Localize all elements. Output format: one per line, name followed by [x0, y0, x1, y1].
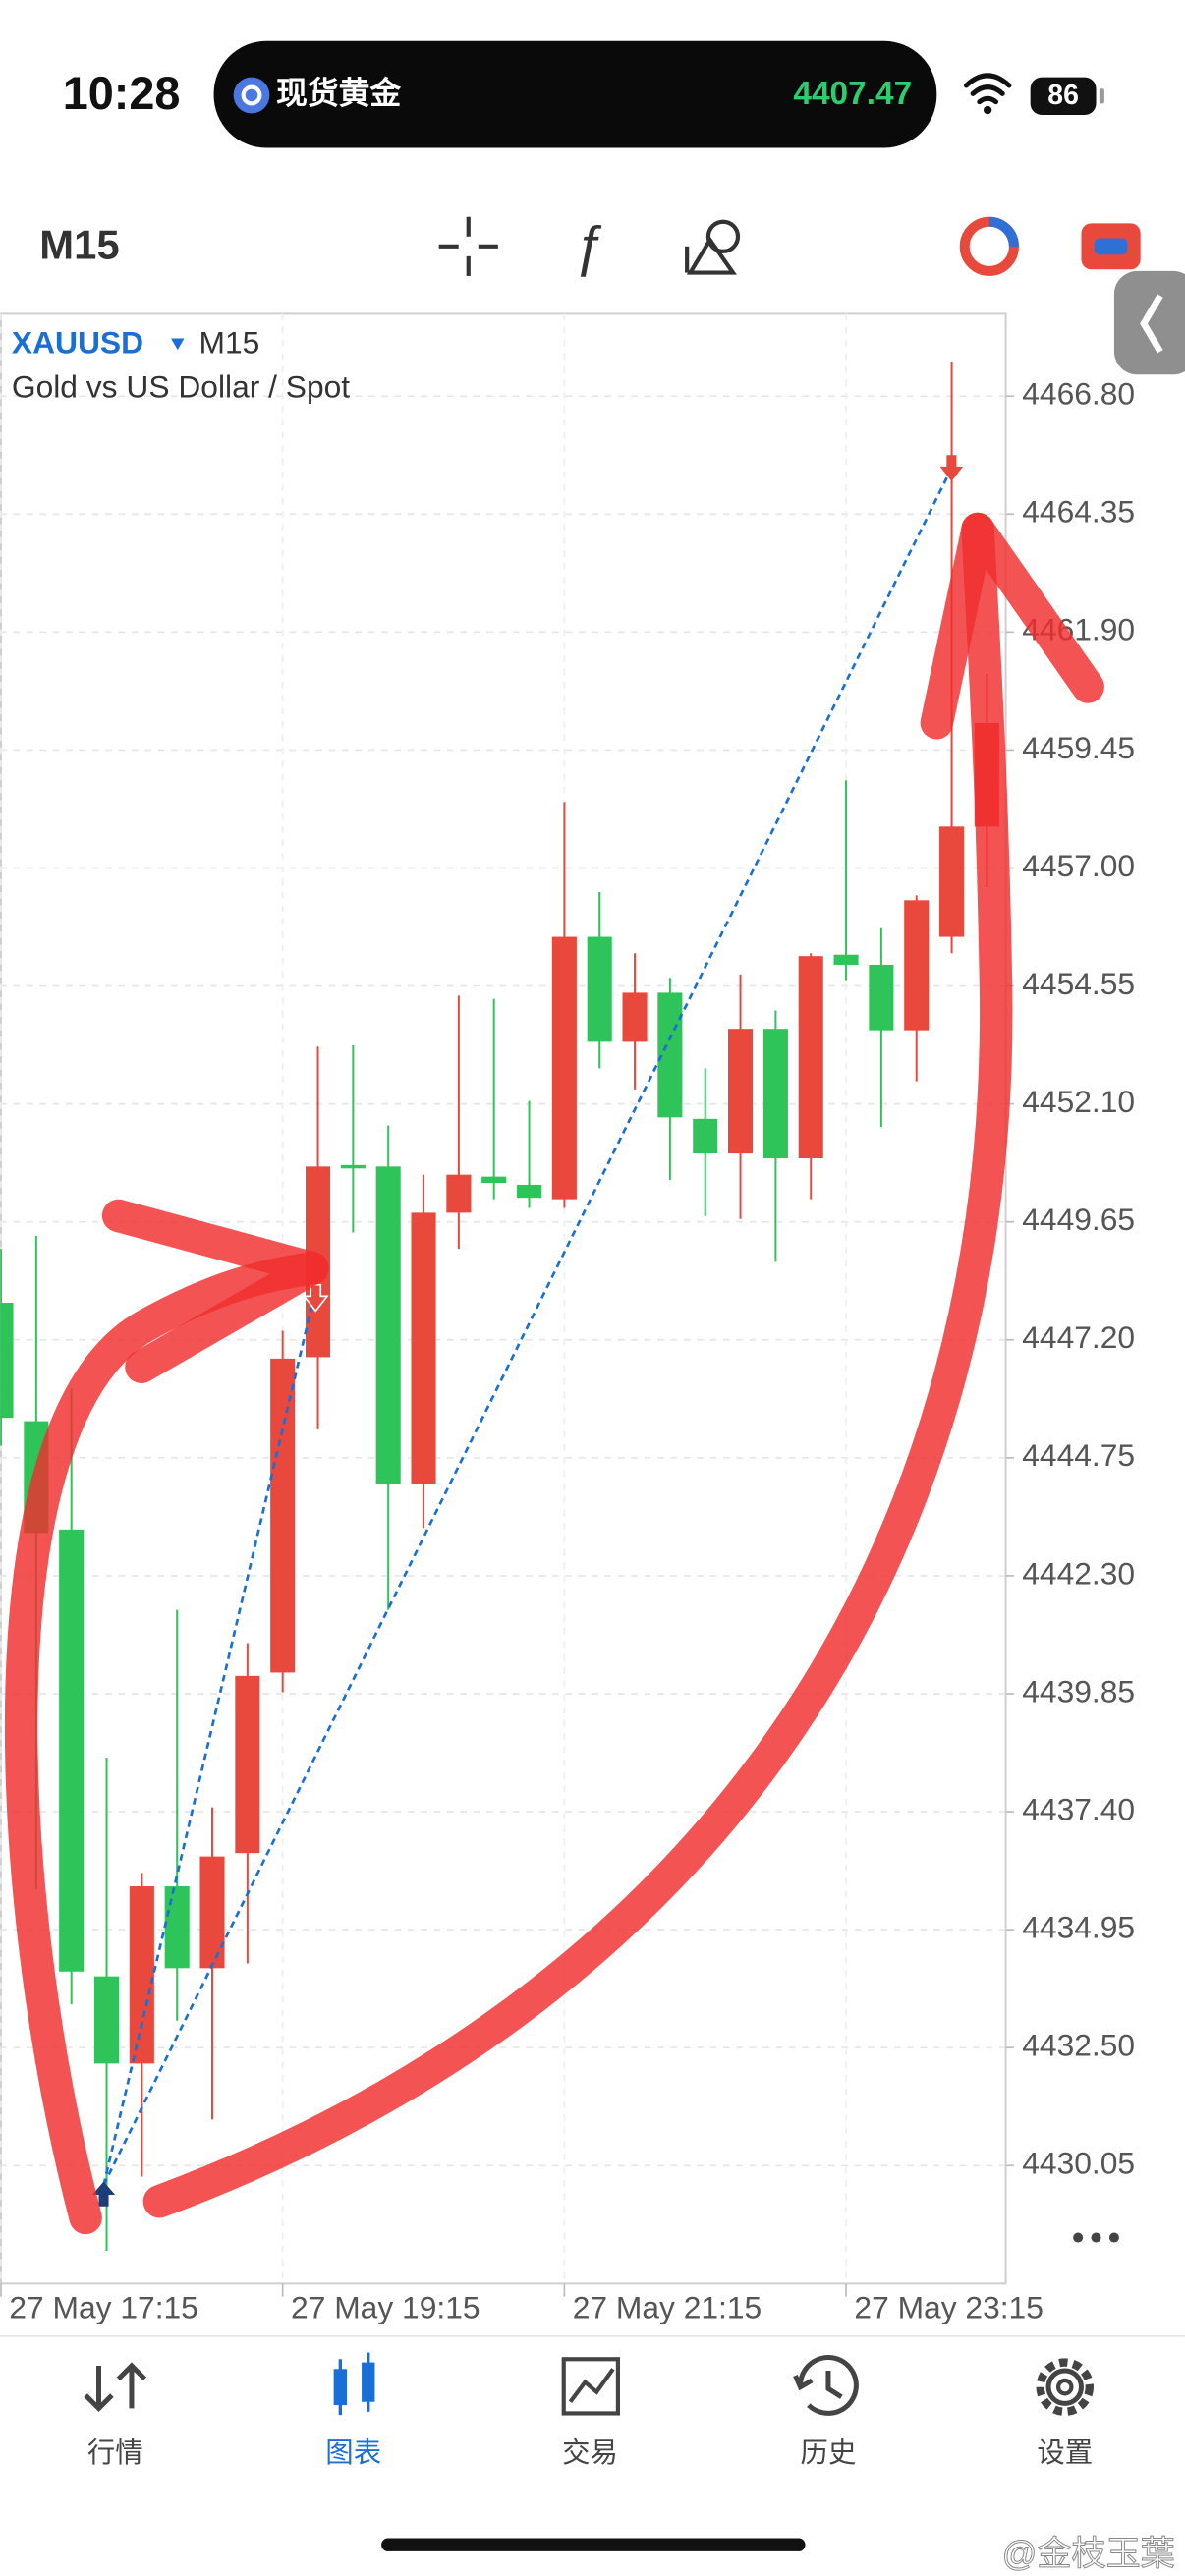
watermark: @金枝玉葉 — [1002, 2535, 1175, 2573]
home-indicator — [381, 2538, 806, 2551]
x-tick-label: 27 May 19:15 — [291, 2289, 480, 2324]
buy-marker — [91, 2181, 116, 2207]
y-tick-label: 4457.00 — [1022, 848, 1135, 883]
chart-timeframe: M15 — [199, 325, 260, 361]
candle-body — [587, 936, 612, 1042]
tab-label[interactable]: 历史 — [801, 2437, 857, 2469]
candle-body — [199, 1856, 225, 1969]
y-tick-label: 4437.40 — [1022, 1791, 1135, 1826]
symbol[interactable]: XAUUSD — [12, 325, 143, 361]
side-panel-tab[interactable] — [1113, 270, 1185, 375]
candle-body — [129, 1886, 154, 2064]
objects-button[interactable] — [685, 219, 741, 275]
dynamic-island[interactable] — [213, 40, 937, 148]
y-tick-label: 4452.10 — [1022, 1084, 1135, 1119]
candle-body — [833, 954, 859, 965]
candle-body — [904, 900, 930, 1031]
clock: 10:28 — [63, 68, 181, 119]
settings-icon[interactable] — [1036, 2358, 1095, 2416]
history-icon[interactable] — [793, 2355, 859, 2416]
trade-lines — [102, 467, 953, 2186]
tab-label[interactable]: 行情 — [87, 2437, 143, 2469]
more-menu[interactable] — [1073, 2232, 1119, 2243]
candle-body — [657, 992, 683, 1118]
candle-body — [728, 1029, 754, 1154]
candle-body — [869, 964, 894, 1031]
app-icon-glyph — [241, 84, 262, 106]
y-tick-label: 4447.20 — [1022, 1319, 1135, 1355]
candle-body — [59, 1529, 85, 1972]
trade-button-accent — [988, 216, 1019, 248]
y-tick-label: 4444.75 — [1022, 1437, 1135, 1473]
battery-tip — [1099, 88, 1104, 104]
candle-body — [446, 1174, 472, 1213]
candle-body — [762, 1029, 788, 1159]
x-tick-label: 27 May 21:15 — [573, 2289, 762, 2324]
tab-label[interactable]: 设置 — [1037, 2437, 1093, 2469]
candle-body — [340, 1164, 366, 1169]
candles — [0, 361, 999, 2252]
tab-label[interactable]: 图表 — [325, 2437, 381, 2469]
candle-body — [0, 1303, 14, 1419]
y-tick-label: 4434.95 — [1022, 1910, 1135, 1945]
candle-body — [164, 1886, 190, 1969]
y-tick-label: 4464.35 — [1022, 494, 1135, 530]
trade-icon[interactable] — [561, 2357, 621, 2416]
chart-subtitle: Gold vs US Dollar / Spot — [12, 369, 350, 405]
candle-body — [411, 1212, 436, 1484]
candle-body — [516, 1184, 542, 1199]
indicator-button[interactable]: ƒ — [573, 215, 604, 277]
island-label: 现货黄金 — [276, 75, 401, 110]
side-panel-arrow — [1140, 294, 1163, 354]
y-tick-label: 4442.30 — [1022, 1555, 1135, 1591]
chart-icon[interactable] — [333, 2352, 375, 2416]
wifi-icon — [963, 73, 1012, 105]
quotes-icon[interactable] — [84, 2362, 147, 2412]
candle-body — [798, 956, 823, 1159]
axes: 4466.804464.354461.904459.454457.004454.… — [0, 376, 1135, 2324]
y-tick-label: 4454.55 — [1022, 966, 1135, 1001]
island-price: 4407.47 — [793, 76, 912, 112]
x-tick-label: 27 May 17:15 — [9, 2289, 198, 2324]
app-icon — [233, 77, 270, 114]
candle-body — [93, 1976, 120, 2064]
crosshair-button[interactable] — [438, 216, 498, 276]
y-tick-label: 4466.80 — [1022, 376, 1135, 412]
grid — [0, 313, 1006, 2284]
x-tick-label: 27 May 23:15 — [854, 2289, 1044, 2324]
hand-drawn-arrows — [4, 512, 1104, 2235]
candle-body — [375, 1166, 401, 1484]
y-tick-label: 4439.85 — [1022, 1673, 1135, 1708]
candle-body — [551, 936, 577, 1200]
symbol-dropdown[interactable] — [171, 338, 185, 351]
candle-body — [270, 1358, 296, 1673]
tab-label[interactable]: 交易 — [562, 2437, 618, 2469]
battery — [1030, 77, 1097, 116]
candle-body — [939, 826, 965, 937]
y-tick-label: 4459.45 — [1022, 730, 1135, 765]
candle-body — [481, 1176, 507, 1184]
timeframe-button[interactable]: M15 — [39, 222, 119, 268]
candle-body — [693, 1118, 718, 1154]
wifi-dot — [983, 105, 992, 115]
candle-body — [622, 992, 648, 1042]
battery-level: 86 — [1047, 80, 1079, 111]
accounts-button-inner — [1094, 238, 1128, 255]
sell-marker — [939, 455, 964, 481]
y-tick-label: 4432.50 — [1022, 2028, 1135, 2063]
y-tick-label: 4430.05 — [1022, 2146, 1135, 2181]
y-tick-label: 4449.65 — [1022, 1202, 1135, 1237]
candle-body — [235, 1675, 260, 1854]
